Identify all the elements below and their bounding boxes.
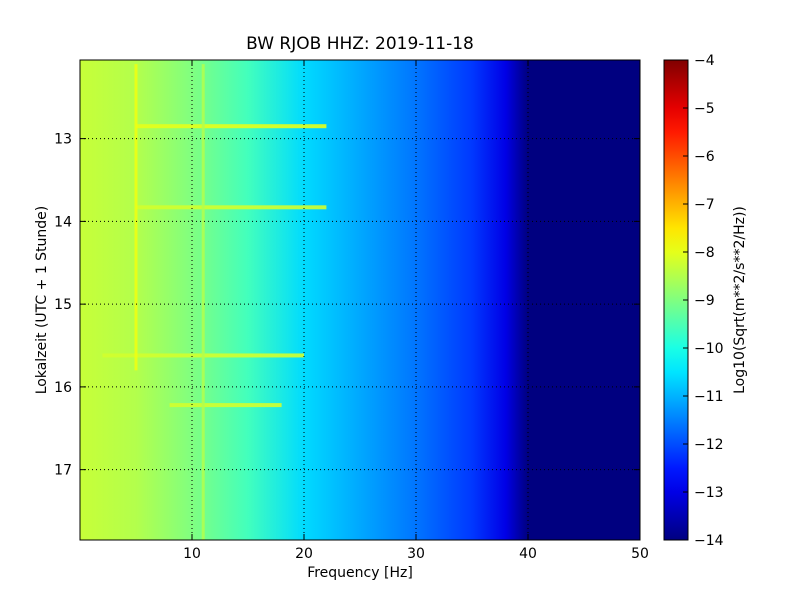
vertical-feature-0 — [134, 64, 138, 371]
colorbar-tick-label: −7 — [694, 197, 715, 213]
spectrogram-features — [102, 64, 327, 540]
y-tick-label: 17 — [54, 463, 72, 479]
y-tick-label: 15 — [54, 297, 72, 313]
horizontal-feature-1 — [136, 205, 327, 210]
colorbar-tick-label: −9 — [694, 293, 715, 309]
plot-frame — [79, 59, 641, 541]
colorbar-tick-label: −10 — [694, 341, 724, 357]
plot-area — [80, 60, 640, 540]
spectrogram-background — [80, 60, 640, 540]
chart-title: BW RJOB HHZ: 2019-11-18 — [246, 34, 474, 54]
y-axis-label: Lokalzeit (UTC + 1 Stunde) — [34, 206, 50, 395]
y-tick-label: 16 — [54, 380, 72, 396]
colorbar-axis: −4 −5 −6 −7 −8 −9 −10 −11 −12 −13 −14 — [683, 53, 724, 549]
colorbar-tick-label: −6 — [694, 149, 715, 165]
grid-lines — [80, 60, 640, 540]
x-tick-label: 20 — [295, 546, 313, 562]
colorbar-tick-label: −4 — [694, 53, 715, 69]
colorbar-tick-label: −11 — [694, 389, 724, 405]
x-tick-label: 10 — [183, 546, 201, 562]
colorbar-label: Log10(Sqrt(m**2/s**2/Hz)) — [732, 206, 748, 394]
y-tick-label: 14 — [54, 214, 72, 230]
horizontal-feature-3 — [169, 403, 282, 408]
colorbar-tick-label: −12 — [694, 437, 724, 453]
colorbar-tick-label: −14 — [694, 533, 724, 549]
x-tick-label: 50 — [631, 546, 649, 562]
colorbar-tick-label: −8 — [694, 245, 715, 261]
x-tick-label: 30 — [407, 546, 425, 562]
horizontal-feature-0 — [136, 124, 327, 129]
y-axis: 13 14 15 16 17 — [54, 132, 640, 479]
x-tick-label: 40 — [519, 546, 537, 562]
colorbar-tick-label: −5 — [694, 101, 715, 117]
vertical-feature-1 — [201, 64, 205, 540]
y-tick-label: 13 — [54, 132, 72, 148]
x-axis-label: Frequency [Hz] — [307, 565, 413, 581]
x-axis: 10 20 30 40 50 — [183, 60, 649, 562]
colorbar-tick-label: −13 — [694, 485, 724, 501]
